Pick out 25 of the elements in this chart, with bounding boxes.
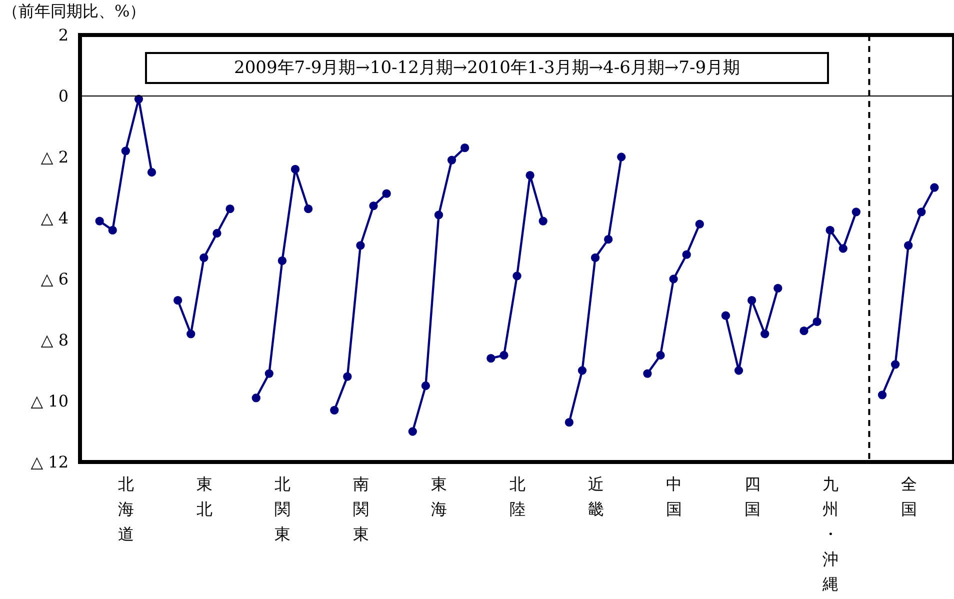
annotation: 2009年7-9月期→10-12月期→2010年1-3月期→4-6月期→7-9月期: [234, 58, 740, 78]
x-tick-label: 北関東: [274, 474, 291, 544]
y-tick-label: △ 10: [30, 392, 68, 410]
x-tick-label: 四国: [744, 474, 760, 518]
y-tick-label: △ 4: [40, 208, 68, 228]
y-tick-label: △ 12: [30, 452, 68, 472]
x-tick-label: 中国: [666, 474, 682, 518]
x-tick-label: 近畿: [588, 474, 604, 518]
x-tick-label: 北海道: [118, 474, 134, 544]
x-tick-label: 北陸: [510, 474, 526, 518]
x-tick-label: 南関東: [352, 474, 369, 544]
y-tick-label: △ 6: [40, 270, 68, 288]
point: [95, 216, 104, 226]
y-tick-label: △ 8: [40, 330, 68, 350]
y-tick-label: △ 2: [40, 148, 68, 166]
point: [108, 226, 117, 235]
point: [121, 146, 130, 156]
y-tick-label: 0: [58, 86, 68, 106]
y-tick-label: 2: [58, 26, 68, 44]
x-tick-label: 東北: [196, 474, 212, 518]
x-tick-label: 全国: [900, 474, 917, 518]
x-tick-label: 九州・沖縄: [822, 474, 839, 594]
y-axis-title: （前年同期比、%）: [2, 2, 146, 20]
point: [147, 168, 156, 177]
x-tick-label: 東海: [431, 474, 448, 518]
